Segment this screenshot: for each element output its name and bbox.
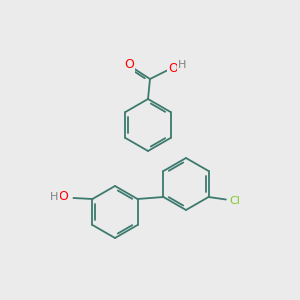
Text: H: H: [50, 192, 58, 202]
Text: H: H: [178, 60, 186, 70]
Text: O: O: [58, 190, 68, 203]
Text: Cl: Cl: [230, 196, 240, 206]
Text: O: O: [168, 61, 178, 74]
Text: O: O: [124, 58, 134, 71]
